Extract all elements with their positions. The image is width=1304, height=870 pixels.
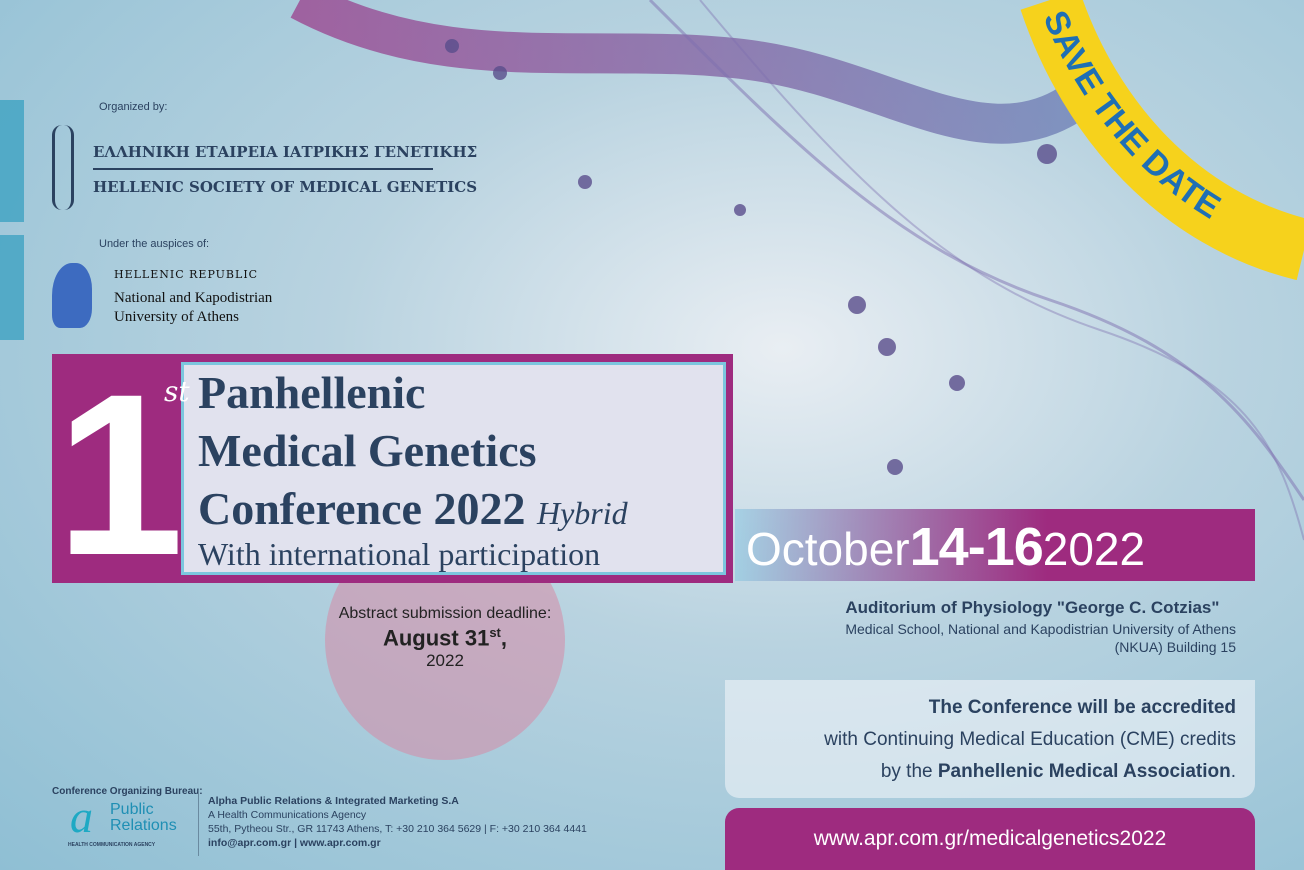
date-month: October <box>746 523 910 575</box>
abstract-year: 2022 <box>426 651 464 671</box>
accreditation-pre: by the <box>880 761 938 782</box>
title-year: 2022 <box>433 483 526 534</box>
venue: Auditorium of Physiology "George C. Cotz… <box>845 598 1236 655</box>
university-line2: University of Athens <box>114 309 239 325</box>
title-conference: Conference <box>198 483 422 534</box>
dna-caduceus-icon <box>52 125 74 210</box>
bureau-company: Alpha Public Relations & Integrated Mark… <box>208 795 459 807</box>
divider <box>198 790 199 856</box>
society-name-english: HELLENIC SOCIETY OF MEDICAL GENETICS <box>93 178 478 196</box>
conference-dates: October14-162022 <box>746 520 1145 574</box>
conference-url-link[interactable]: www.apr.com.gr/medicalgenetics2022 <box>725 808 1255 870</box>
edge-bar <box>0 100 24 222</box>
accreditation-post: . <box>1230 761 1236 782</box>
venue-line3: (NKUA) Building 15 <box>1114 639 1236 655</box>
date-banner <box>735 509 1255 581</box>
accreditation-line1: The Conference will be accredited <box>928 697 1236 718</box>
title-line3: Conference 2022 Hybrid <box>198 486 628 532</box>
title-line4: With international participation <box>198 536 601 572</box>
bureau-tagline: A Health Communications Agency <box>208 809 367 821</box>
university-name: National and Kapodistrian University of A… <box>114 289 272 327</box>
hellenic-republic: HELLENIC REPUBLIC <box>114 268 259 281</box>
bureau-contact: info@apr.com.gr | www.apr.com.gr <box>208 837 381 849</box>
date-year: 2022 <box>1042 523 1146 575</box>
organized-by-label: Organized by: <box>99 101 168 113</box>
venue-name: Auditorium of Physiology "George C. Cotz… <box>845 598 1220 617</box>
apr-logo: a Public Relations HEALTH COMMUNICATION A… <box>65 794 195 858</box>
accreditation-line2: with Continuing Medical Education (CME) … <box>824 729 1236 750</box>
university-line1: National and Kapodistrian <box>114 290 273 306</box>
abstract-comma: , <box>500 625 508 651</box>
bureau-label: Conference Organizing Bureau: <box>52 786 203 797</box>
title-line1: Panhellenic <box>198 367 426 418</box>
abstract-label: Abstract submission deadline: <box>338 605 552 622</box>
accreditation-text: The Conference will be accredited with C… <box>824 692 1236 788</box>
save-the-date-ribbon: SAVE THE DATE <box>1020 0 1304 280</box>
abstract-date: August 31 <box>382 625 490 651</box>
accreditation-line3: by the Panhellenic Medical Association. <box>824 756 1236 788</box>
university-logo-icon <box>52 263 92 328</box>
date-days: 14-16 <box>909 517 1044 577</box>
logo-line1: Public <box>110 801 154 818</box>
save-the-date-text: SAVE THE DATE <box>1036 5 1227 226</box>
accreditation-box <box>725 680 1255 798</box>
accreditation-association: Panhellenic Medical Association <box>937 761 1231 782</box>
auspices-label: Under the auspices of: <box>99 238 210 250</box>
divider <box>93 168 433 170</box>
ordinal-suffix: st <box>164 375 190 408</box>
title-box <box>181 362 726 575</box>
logo-line2: Relations <box>110 817 177 834</box>
title-mode: Hybrid <box>536 495 628 531</box>
abstract-date-suffix: st <box>489 625 501 640</box>
alpha-logo-icon: a <box>70 791 93 842</box>
bureau-address: 55th, Pytheou Str., GR 11743 Athens, T: … <box>208 823 587 835</box>
ordinal-number: 1 <box>56 346 184 603</box>
society-name-greek: ΕΛΛΗΝΙΚΗ ΕΤΑΙΡΕΙΑ ΙΑΤΡΙΚΗΣ ΓΕΝΕΤΙΚΗΣ <box>93 143 478 161</box>
title-line2: Medical Genetics <box>198 425 537 476</box>
venue-line2: Medical School, National and Kapodistria… <box>845 621 1236 637</box>
logo-tagline: HEALTH COMMUNICATION AGENCY <box>68 842 156 848</box>
bureau-details: Alpha Public Relations & Integrated Mark… <box>208 794 587 850</box>
logo-text: Public Relations <box>110 802 177 834</box>
edge-bar <box>0 235 24 340</box>
svg-text:SAVE THE DATE: SAVE THE DATE <box>1036 5 1227 226</box>
abstract-deadline: Abstract submission deadline: August 31s… <box>300 605 590 671</box>
